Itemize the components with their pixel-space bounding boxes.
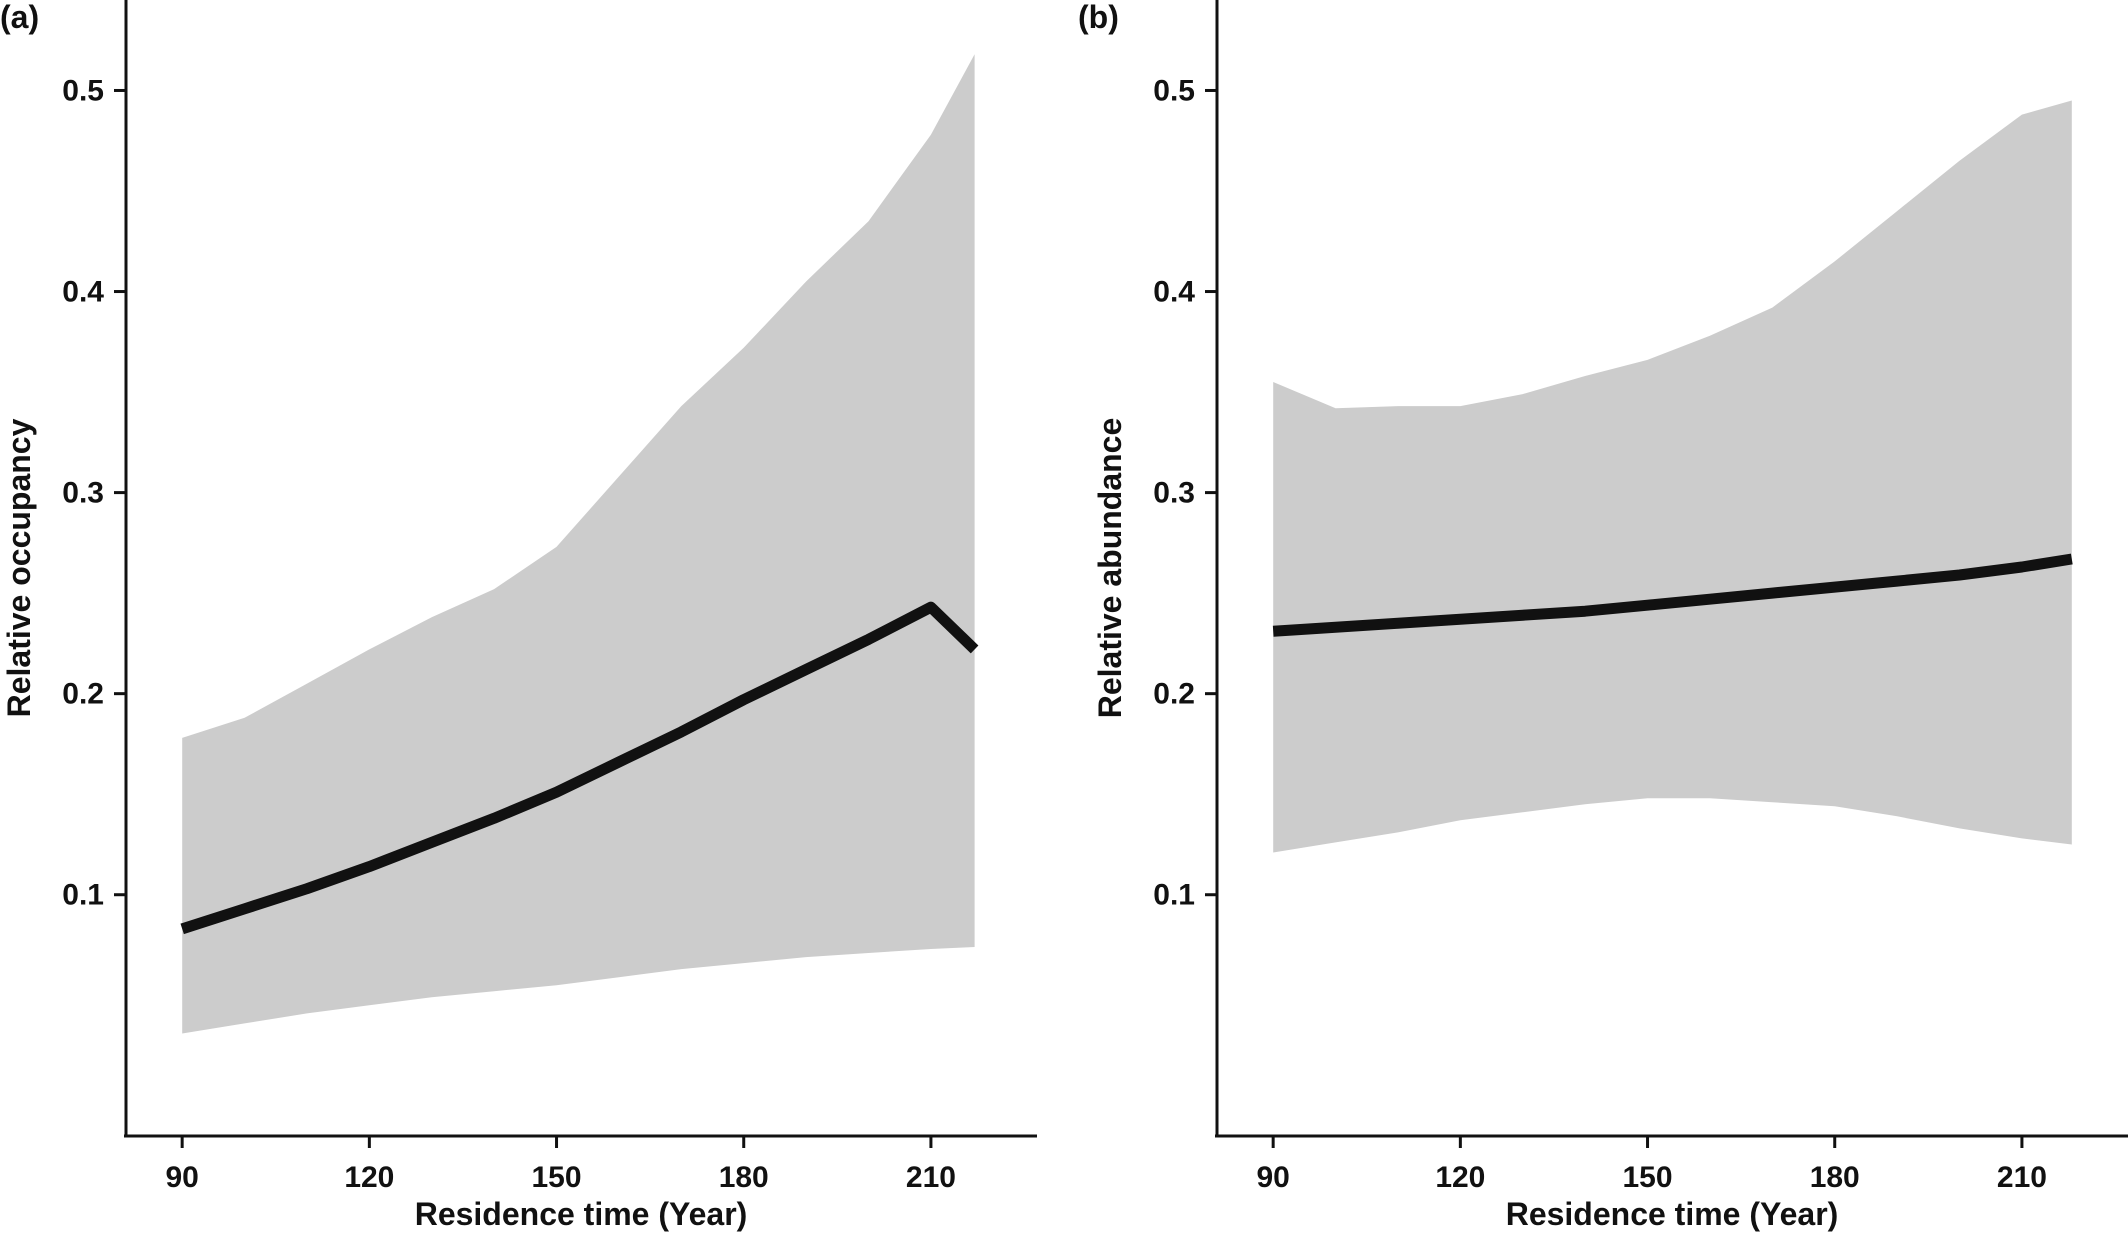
panel-a-y-tick-label: 0.3: [62, 477, 104, 510]
panel-a-y-axis-title: Relative occupancy: [1, 418, 37, 717]
panel-a-x-tick-label: 210: [906, 1161, 956, 1194]
panel-a-x-tick-label: 150: [532, 1161, 582, 1194]
panel-b-x-tick-label: 180: [1810, 1161, 1860, 1194]
panel-b-label: (b): [1078, 0, 1119, 35]
panel-a-chart: (a) 90 120 150 180 210 0.1 0.2 0.3 0.4 0.5 Resid…: [0, 0, 1037, 1232]
panel-a-x-ticks: 90 120 150 180 210: [165, 1136, 956, 1194]
panel-b-chart: (b) 90 120 150 180 210 0.1 0.2 0.3 0.4 0.5 Resid…: [1078, 0, 2128, 1232]
panel-a-y-tick-label: 0.5: [62, 74, 104, 107]
panel-a-x-tick-label: 120: [344, 1161, 394, 1194]
panel-b-y-tick-label: 0.2: [1153, 678, 1195, 711]
panel-a-plot-area: [180, 54, 979, 1034]
panel-b-y-tick-label: 0.3: [1153, 477, 1195, 510]
panel-a-y-tick-label: 0.1: [62, 879, 104, 912]
panel-b-x-tick-label: 210: [1997, 1161, 2047, 1194]
panel-a-y-tick-label: 0.4: [62, 276, 104, 309]
panel-b-y-tick-label: 0.4: [1153, 276, 1195, 309]
panel-a-label: (a): [0, 0, 39, 35]
panel-b-x-ticks: 90 120 150 180 210: [1256, 1136, 2047, 1194]
panel-a-x-tick-label: 90: [165, 1161, 198, 1194]
panel-b-confidence-band: [1273, 100, 2072, 853]
panel-a-x-axis-title: Residence time (Year): [415, 1196, 748, 1232]
panel-b-x-tick-label: 120: [1435, 1161, 1485, 1194]
panel-a-y-tick-label: 0.2: [62, 678, 104, 711]
panel-b-x-axis-title: Residence time (Year): [1506, 1196, 1839, 1232]
panel-b-x-tick-label: 150: [1623, 1161, 1673, 1194]
panel-b-x-tick-label: 90: [1256, 1161, 1289, 1194]
panel-b-y-axis-title: Relative abundance: [1092, 418, 1128, 719]
panel-a-fitted-line: [180, 601, 979, 935]
panel-b-fitted-line: [1272, 553, 2073, 637]
panel-a-y-ticks: 0.1 0.2 0.3 0.4 0.5: [62, 74, 126, 912]
panel-b-y-tick-label: 0.1: [1153, 879, 1195, 912]
panel-a-x-tick-label: 180: [719, 1161, 769, 1194]
panel-b-y-ticks: 0.1 0.2 0.3 0.4 0.5: [1153, 74, 1217, 912]
panel-b-plot-area: [1272, 100, 2073, 853]
panel-b-y-tick-label: 0.5: [1153, 74, 1195, 107]
panel-a-confidence-band: [182, 54, 975, 1034]
